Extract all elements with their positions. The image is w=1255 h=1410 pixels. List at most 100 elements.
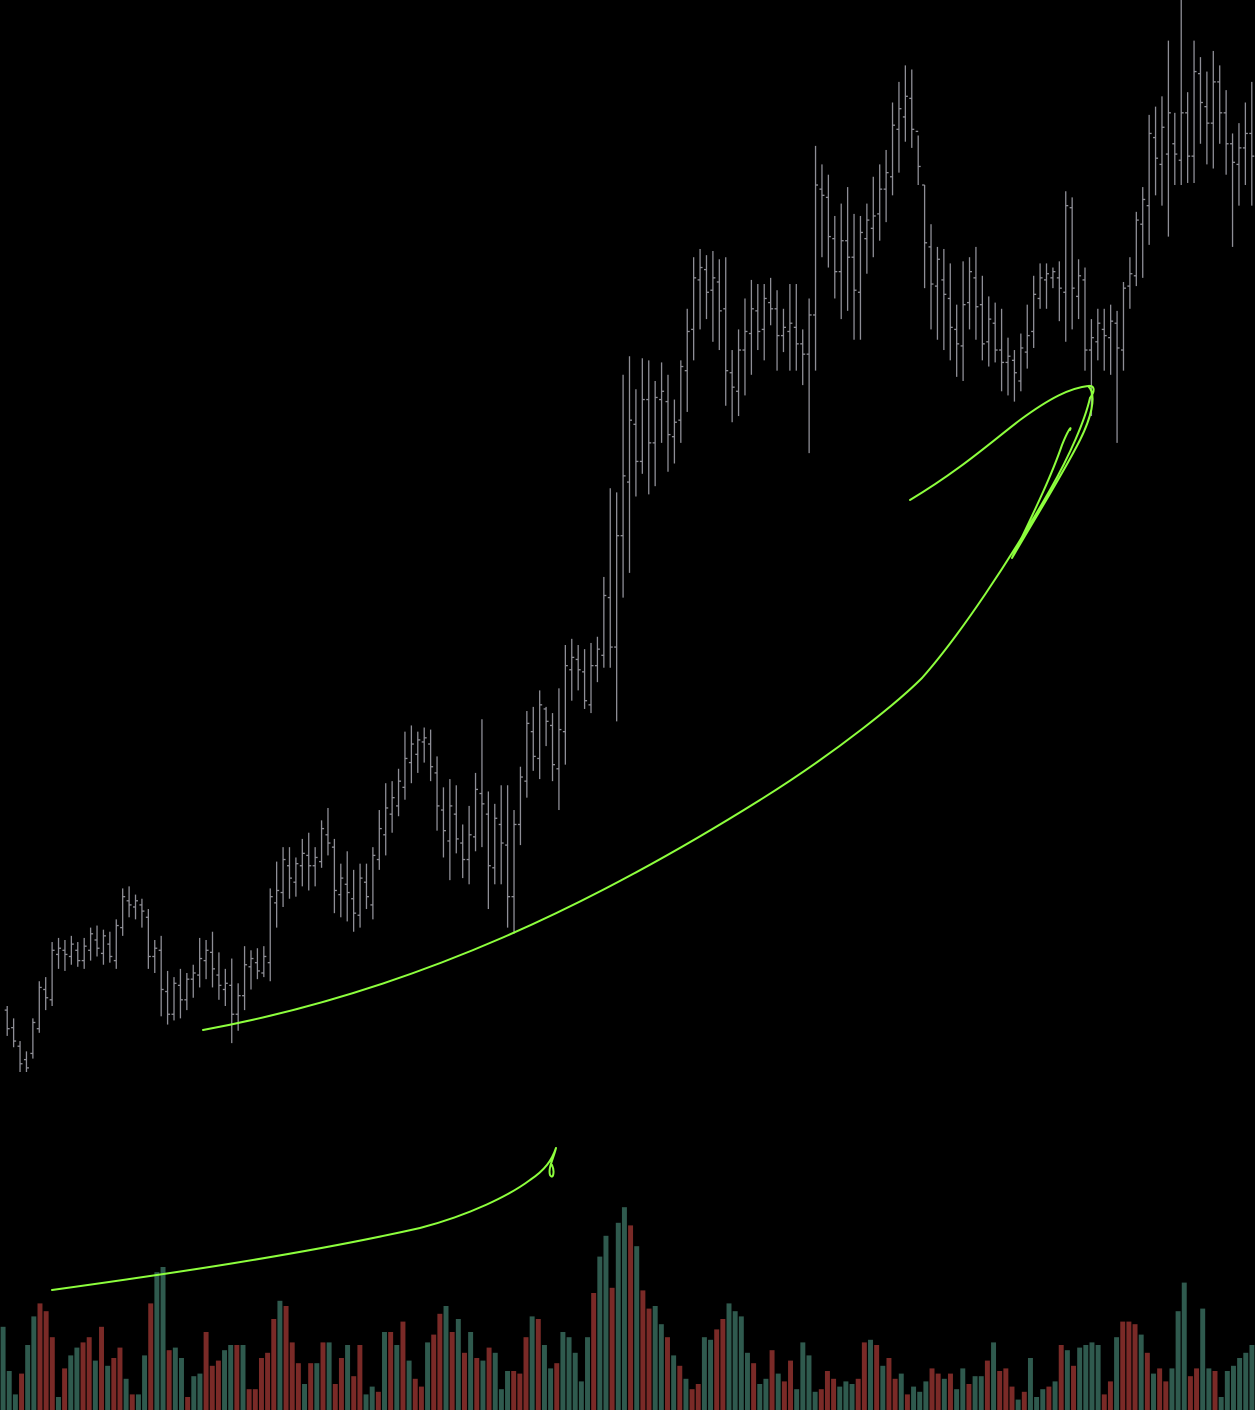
ohlc-bar xyxy=(825,174,831,268)
ohlc-bar xyxy=(678,360,684,443)
volume-bar xyxy=(763,1378,769,1410)
volume-bar xyxy=(621,1207,627,1410)
ohlc-bar xyxy=(556,688,562,811)
volume-bar xyxy=(234,1345,240,1410)
volume-bar xyxy=(1218,1397,1224,1410)
ohlc-bar xyxy=(1185,92,1191,183)
volume-bar xyxy=(991,1342,997,1410)
volume-bar xyxy=(209,1365,215,1410)
ohlc-bar xyxy=(299,838,305,887)
volume-bar xyxy=(972,1376,978,1410)
volume-bar xyxy=(646,1308,652,1410)
ohlc-bar xyxy=(177,968,183,1019)
ohlc-bar xyxy=(1217,65,1223,144)
volume-bar xyxy=(855,1378,861,1410)
volume-bar xyxy=(1132,1324,1138,1410)
volume-bar xyxy=(1114,1337,1120,1410)
volume-bar xyxy=(74,1347,80,1410)
volume-bar xyxy=(246,1389,252,1410)
volume-bar xyxy=(812,1391,818,1410)
volume-bar xyxy=(720,1319,726,1410)
ohlc-bar xyxy=(761,284,767,361)
volume-bar xyxy=(1169,1368,1175,1410)
volume-bar xyxy=(880,1365,886,1410)
ohlc-bar xyxy=(120,888,126,936)
volume-bar xyxy=(868,1339,873,1410)
volume-bar xyxy=(486,1347,492,1410)
volume-bar xyxy=(461,1352,467,1410)
ohlc-bar xyxy=(428,729,434,782)
ohlc-bar xyxy=(902,65,908,142)
volume-bar xyxy=(695,1384,701,1410)
ohlc-bar xyxy=(415,731,421,773)
volume-bar xyxy=(12,1394,18,1410)
volume-bar xyxy=(62,1368,68,1410)
volume-bar xyxy=(1144,1352,1150,1410)
ohlc-bar xyxy=(23,1051,29,1072)
ohlc-bar xyxy=(922,184,928,289)
volume-bar xyxy=(572,1352,578,1410)
ohlc-bar xyxy=(94,925,100,957)
volume-bar xyxy=(1027,1358,1033,1410)
ohlc-bar xyxy=(370,847,376,920)
volume-bar xyxy=(1101,1394,1107,1410)
volume-bar xyxy=(326,1342,332,1410)
volume-bar xyxy=(1249,1345,1255,1410)
volume-bar xyxy=(92,1360,98,1410)
volume-bar xyxy=(554,1363,560,1410)
ohlc-bar xyxy=(1178,0,1184,186)
ohlc-bar xyxy=(851,213,857,340)
ohlc-bar xyxy=(286,847,292,899)
ohlc-bar xyxy=(736,329,742,417)
volume-bar xyxy=(984,1360,990,1410)
ohlc-bar xyxy=(1146,114,1152,245)
volume-bar xyxy=(874,1345,880,1410)
volume-bar xyxy=(1083,1345,1089,1410)
ohlc-bar xyxy=(145,909,151,969)
volume-bar xyxy=(160,1267,166,1410)
ohlc-bar xyxy=(928,224,934,330)
volume-bar xyxy=(689,1389,695,1410)
ohlc-bar xyxy=(588,642,594,714)
ohlc-bar xyxy=(562,645,568,765)
ohlc-bar xyxy=(43,977,49,1011)
volume-bar xyxy=(1089,1342,1095,1410)
ohlc-bar xyxy=(1127,257,1133,309)
volume-bar xyxy=(1095,1345,1101,1410)
ohlc-bar xyxy=(306,832,312,891)
volume-bar xyxy=(683,1378,689,1410)
volume-bar xyxy=(320,1342,326,1410)
volume-bar xyxy=(252,1389,258,1410)
ohlc-bar xyxy=(633,389,639,497)
volume-bar xyxy=(671,1355,677,1410)
volume-bar xyxy=(560,1332,566,1410)
ohlc-bar xyxy=(485,791,491,910)
volume-bar xyxy=(640,1290,646,1410)
volume-bar xyxy=(345,1345,351,1410)
volume-bar xyxy=(166,1350,172,1410)
volume-bar xyxy=(302,1384,307,1410)
ohlc-bar xyxy=(1011,350,1017,402)
ohlc-bar xyxy=(383,783,389,856)
volume-bar xyxy=(960,1368,966,1410)
volume-bar xyxy=(332,1384,338,1410)
volume-bar xyxy=(744,1352,750,1410)
ohlc-bar xyxy=(479,719,485,848)
volume-bar xyxy=(566,1337,572,1410)
ohlc-bar xyxy=(697,248,703,330)
ohlc-bar xyxy=(1005,337,1011,396)
ohlc-bar xyxy=(723,257,729,406)
volume-bar xyxy=(886,1358,892,1410)
ohlc-bar xyxy=(1140,187,1146,278)
volume-bar xyxy=(271,1319,277,1410)
ohlc-bar xyxy=(877,164,883,241)
volume-bar xyxy=(172,1347,178,1410)
volume-bar xyxy=(123,1378,129,1410)
volume-bar xyxy=(701,1337,707,1410)
ohlc-bar xyxy=(1076,259,1082,320)
hand-drawn-annotations xyxy=(51,384,1095,1291)
ohlc-bar xyxy=(4,1005,10,1036)
ohlc-bar xyxy=(402,731,408,800)
volume-bar xyxy=(911,1386,917,1410)
